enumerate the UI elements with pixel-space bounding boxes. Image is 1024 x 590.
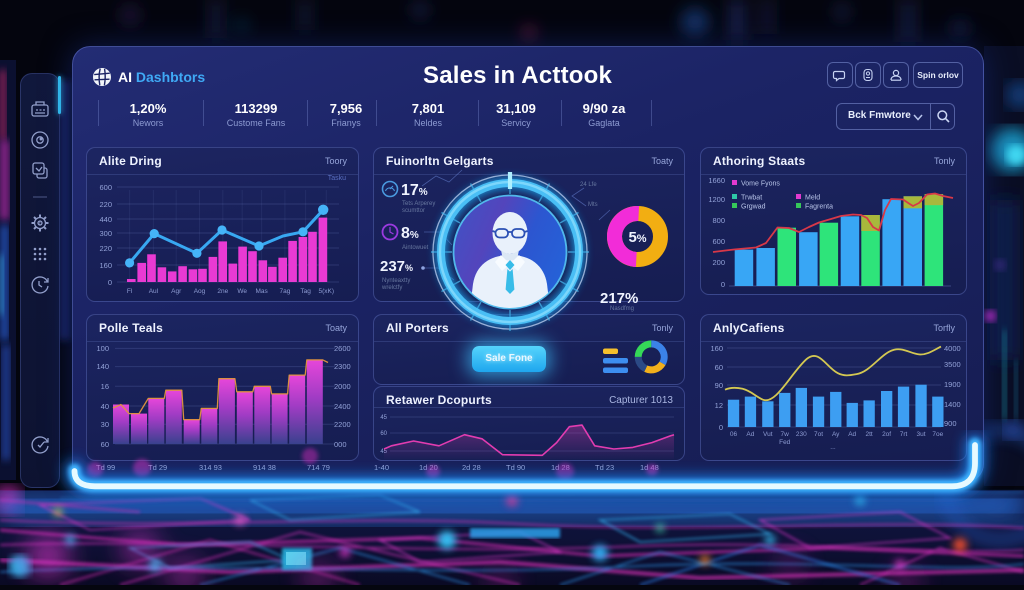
svg-text:t: t [39,222,41,228]
svg-text:Grgwad: Grgwad [741,204,766,211]
svg-text:230: 230 [796,431,807,438]
svg-text:220: 220 [99,200,112,209]
svg-text:2tt: 2tt [865,431,872,438]
svg-text:2300: 2300 [334,362,351,371]
svg-text:wrelctfy: wrelctfy [381,285,402,291]
svg-text:24 Lfe: 24 Lfe [580,182,597,188]
svg-text:Tets Arperey: Tets Arperey [402,201,435,207]
svg-text:1900: 1900 [944,380,961,389]
svg-text:100: 100 [96,344,109,353]
svg-text:300: 300 [99,229,112,238]
svg-text:160: 160 [710,344,723,353]
svg-text:8%: 8% [401,225,419,242]
svg-text:Aul: Aul [149,288,159,295]
svg-text:12: 12 [715,401,723,410]
svg-text:Ay: Ay [832,431,840,438]
svg-text:Mts: Mts [588,202,598,208]
svg-text:7ot: 7ot [814,431,823,438]
svg-text:45: 45 [380,415,387,421]
svg-text:40: 40 [101,402,109,411]
svg-text:Agr: Agr [171,288,182,295]
svg-text:1400: 1400 [944,400,961,409]
svg-text:0: 0 [108,278,112,287]
svg-text:220: 220 [99,244,112,253]
svg-text:Meld: Meld [805,195,820,202]
svg-text:Fed: Fed [779,439,791,446]
svg-text:3ut: 3ut [916,431,925,438]
svg-text:16: 16 [101,382,109,391]
svg-text:7oe: 7oe [932,431,943,438]
svg-text:Aog: Aog [194,288,206,295]
svg-text:Vut: Vut [763,431,773,438]
svg-text:160: 160 [99,261,112,270]
svg-text:1660: 1660 [708,176,725,185]
svg-text:Ad: Ad [746,431,754,438]
svg-text:4000: 4000 [944,344,961,353]
svg-text:90: 90 [715,381,723,390]
svg-text:Fagrenta: Fagrenta [805,204,833,211]
svg-text:Tag: Tag [300,288,311,295]
svg-text:Aintowuet: Aintowuet [402,245,429,251]
svg-text:Tasku: Tasku [328,175,346,182]
svg-text:Trwbat: Trwbat [741,195,762,202]
svg-text:60: 60 [380,431,387,437]
svg-text:We: We [237,288,247,295]
svg-text:Vome Fyons: Vome Fyons [741,181,780,188]
svg-text:7rt: 7rt [900,431,908,438]
svg-text:440: 440 [99,215,112,224]
svg-text:Mas: Mas [255,288,268,295]
svg-text:scumttor: scumttor [402,208,425,214]
svg-text:5(xK): 5(xK) [319,288,335,295]
svg-text:0: 0 [721,280,725,289]
svg-text:1200: 1200 [708,195,725,204]
svg-text:000: 000 [334,440,347,449]
svg-text:140: 140 [96,362,109,371]
svg-text:Ad: Ad [848,431,856,438]
svg-text:2of: 2of [882,431,891,438]
svg-text:30: 30 [101,420,109,429]
svg-text:0: 0 [719,423,723,432]
svg-text:17%: 17% [401,182,428,199]
svg-text:2000: 2000 [334,382,351,391]
svg-text:900: 900 [944,419,957,428]
svg-text:200: 200 [712,258,725,267]
svg-text:Fl: Fl [127,288,133,295]
svg-text:7w: 7w [781,431,790,438]
svg-text:2400: 2400 [334,402,351,411]
svg-text:237%: 237% [380,258,413,275]
svg-text:60: 60 [101,440,109,449]
svg-text:2ne: 2ne [217,288,228,295]
svg-text:600: 600 [712,237,725,246]
svg-text:800: 800 [712,216,725,225]
svg-text:7ag: 7ag [279,288,290,295]
svg-text:60: 60 [715,363,723,372]
svg-text:Nynteaxtty: Nynteaxtty [382,278,410,284]
svg-text:2200: 2200 [334,420,351,429]
svg-text:600: 600 [99,183,112,192]
svg-text:2600: 2600 [334,344,351,353]
svg-text:3500: 3500 [944,360,961,369]
svg-text:06: 06 [730,431,738,438]
svg-text:5%: 5% [628,229,646,246]
svg-text:...: ... [830,444,836,451]
